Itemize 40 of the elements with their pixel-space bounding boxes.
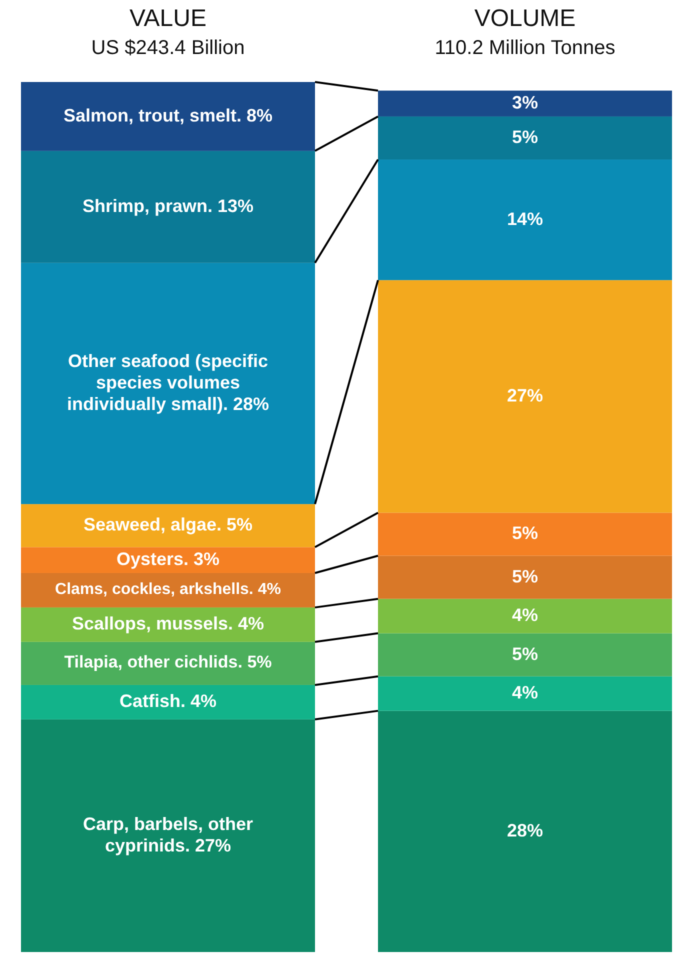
bar [378,280,672,513]
data-label: 14% [506,208,544,229]
bar [378,512,672,556]
bar [21,82,315,151]
text: Salmon, trout, smelt. 8% [63,105,273,126]
text: Clams, cockles, arkshells. 4% [55,581,281,598]
bar [378,116,672,160]
text: Tilapia, other cichlids. 5% [64,652,272,672]
data-label: 28% [506,820,544,840]
data-label: 5% [512,566,538,586]
text: Carp, barbels, other cyprinids. 27% [82,814,254,856]
text: Scallops, mussels. 4% [72,613,264,634]
data-label: 27% [506,385,544,406]
bar [21,719,315,952]
data-label: 4% [512,682,538,702]
bar [21,504,315,548]
bar [378,710,672,952]
text: Shrimp, prawn. 13% [82,196,254,216]
bar [378,160,672,280]
x-tick-label: VOLUME 110.2 Million Tonnes [434,5,616,59]
bar [378,90,672,116]
text: Catfish. 4% [119,690,217,711]
bar [378,556,672,599]
data-label: 3% [512,92,538,112]
bar [21,262,315,504]
data-label: 5% [512,522,538,543]
text: Seaweed, algae. 5% [83,514,253,534]
data-label: 5% [512,126,538,147]
bar [21,150,315,263]
bar [21,547,315,573]
bar [378,633,672,676]
data-label: 5% [512,644,538,664]
text: Other seafood (specific species volumes individually small). 28% [66,350,270,414]
data-label: 4% [512,604,538,625]
bar [21,684,315,720]
bar [378,676,672,711]
bar [21,642,315,685]
x-tick-label: VALUE US $243.4 Billion [91,5,245,59]
text: Oysters. 3% [116,548,220,569]
bar [378,598,672,634]
